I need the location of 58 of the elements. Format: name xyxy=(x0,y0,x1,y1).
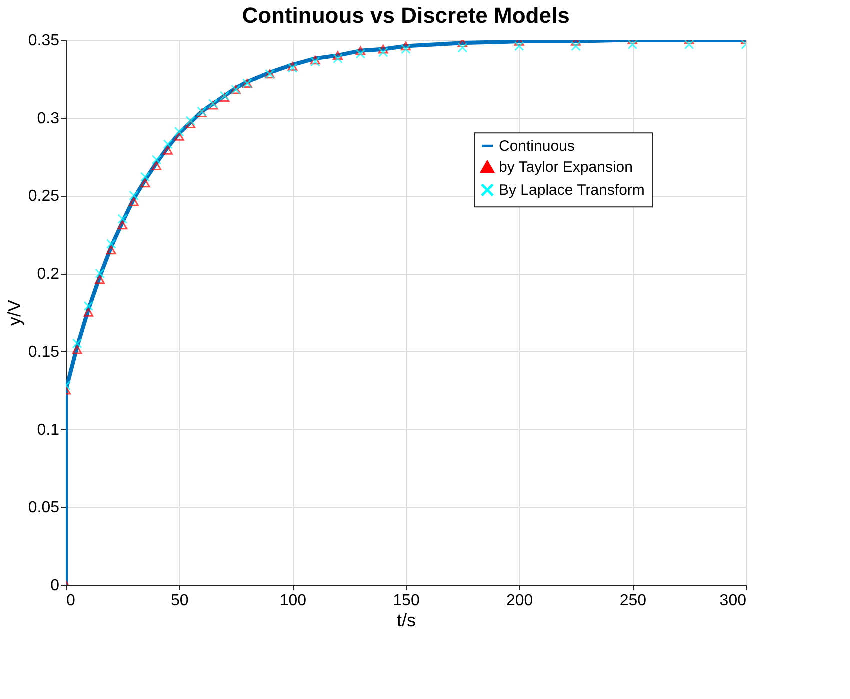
point xyxy=(378,44,388,54)
y-tick-label: 0.1 xyxy=(37,422,60,439)
y-axis-title: y/V xyxy=(4,300,24,326)
x-tick-label: 0 xyxy=(66,592,76,610)
y-tick-label: 0.35 xyxy=(28,32,60,50)
point xyxy=(129,190,139,201)
point xyxy=(152,162,162,170)
point xyxy=(163,146,173,155)
point xyxy=(458,42,468,53)
point xyxy=(186,116,196,126)
y-tick-label: 0.15 xyxy=(28,344,60,361)
point xyxy=(106,239,116,249)
point xyxy=(208,101,218,110)
legend-label: by Taylor Expansion xyxy=(499,159,633,176)
point xyxy=(401,42,411,51)
point xyxy=(106,246,116,255)
point xyxy=(458,40,468,48)
point xyxy=(72,346,82,354)
y-tick-label: 0.25 xyxy=(28,188,60,206)
y-tick-label: 0 xyxy=(50,578,60,594)
x-tick-label: 150 xyxy=(393,592,420,610)
point xyxy=(140,178,150,188)
point xyxy=(514,41,524,52)
point xyxy=(95,275,105,284)
point xyxy=(140,172,150,182)
x-tick-label: 300 xyxy=(720,592,747,610)
chart-title: Continuous vs Discrete Models xyxy=(242,3,570,28)
legend-label: Continuous xyxy=(499,138,575,156)
point xyxy=(72,338,82,349)
point xyxy=(356,49,366,59)
y-tick-label: 0.2 xyxy=(37,266,60,284)
point xyxy=(152,154,162,165)
x-tick-label: 250 xyxy=(620,592,647,610)
x-tick-label: 50 xyxy=(170,592,189,610)
point xyxy=(118,220,128,230)
point xyxy=(95,268,105,279)
point xyxy=(163,139,173,150)
point xyxy=(129,198,139,206)
point xyxy=(84,301,94,312)
point xyxy=(628,40,638,50)
point xyxy=(174,126,184,137)
point xyxy=(401,44,411,54)
point xyxy=(186,120,196,128)
x-tick-label: 200 xyxy=(506,592,534,610)
point xyxy=(378,48,388,58)
point xyxy=(684,40,694,50)
point xyxy=(118,214,128,224)
point xyxy=(84,308,94,317)
point xyxy=(571,41,581,52)
point xyxy=(356,46,366,56)
y-tick-label: 0.05 xyxy=(28,500,60,517)
legend-label: By Laplace Transform xyxy=(499,182,645,200)
y-tick-label: 0.3 xyxy=(37,110,60,128)
point xyxy=(333,54,343,64)
x-tick-label: 100 xyxy=(280,592,307,610)
point xyxy=(174,132,184,141)
point xyxy=(333,51,343,60)
x-axis-title: t/s xyxy=(396,610,416,630)
